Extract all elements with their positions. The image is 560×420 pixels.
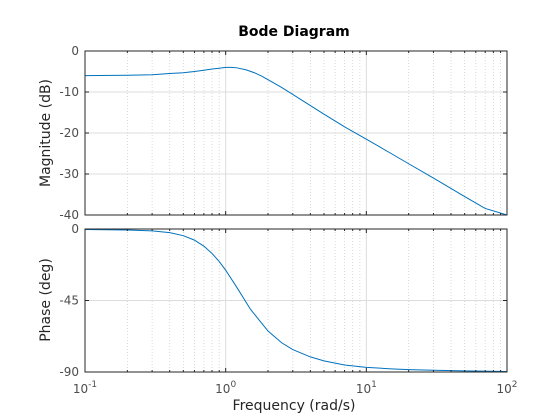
phase-y-axis-label: Phase (deg) — [38, 258, 54, 342]
magnitude-ticks: 0 -10 -20 -30 -40 — [59, 44, 508, 222]
x-axis-label: Frequency (rad/s) — [233, 398, 356, 414]
x-tick-label: 10-1 — [73, 380, 97, 396]
magnitude-y-axis-label: Magnitude (dB) — [38, 79, 54, 187]
phase-y-tick-label: -90 — [59, 365, 79, 379]
chart-title: Bode Diagram — [238, 24, 350, 40]
magnitude-y-tick-label: -30 — [59, 167, 79, 181]
phase-series-line — [84, 228, 508, 373]
magnitude-y-tick-label: -20 — [59, 126, 79, 140]
magnitude-series-line — [84, 66, 508, 216]
magnitude-y-tick-label: -10 — [59, 85, 79, 99]
x-tick-label: 102 — [496, 380, 517, 396]
magnitude-y-tick-label: -40 — [59, 208, 79, 222]
x-tick-label: 100 — [215, 380, 236, 396]
x-tick-label: 101 — [356, 380, 377, 396]
magnitude-line-layer — [84, 66, 508, 216]
phase-line-layer — [84, 228, 508, 373]
magnitude-panel: 0 -10 -20 -30 -40 Magnitude (dB) — [38, 44, 508, 222]
magnitude-y-tick-label: 0 — [71, 44, 79, 58]
phase-y-tick-label: -45 — [59, 294, 79, 308]
phase-panel: 0 -45 -90 Phase (deg) — [38, 222, 508, 379]
x-tick-labels: 10-1 100 101 102 — [73, 380, 518, 396]
phase-y-tick-label: 0 — [71, 222, 79, 236]
phase-ticks: 0 -45 -90 — [59, 222, 508, 379]
